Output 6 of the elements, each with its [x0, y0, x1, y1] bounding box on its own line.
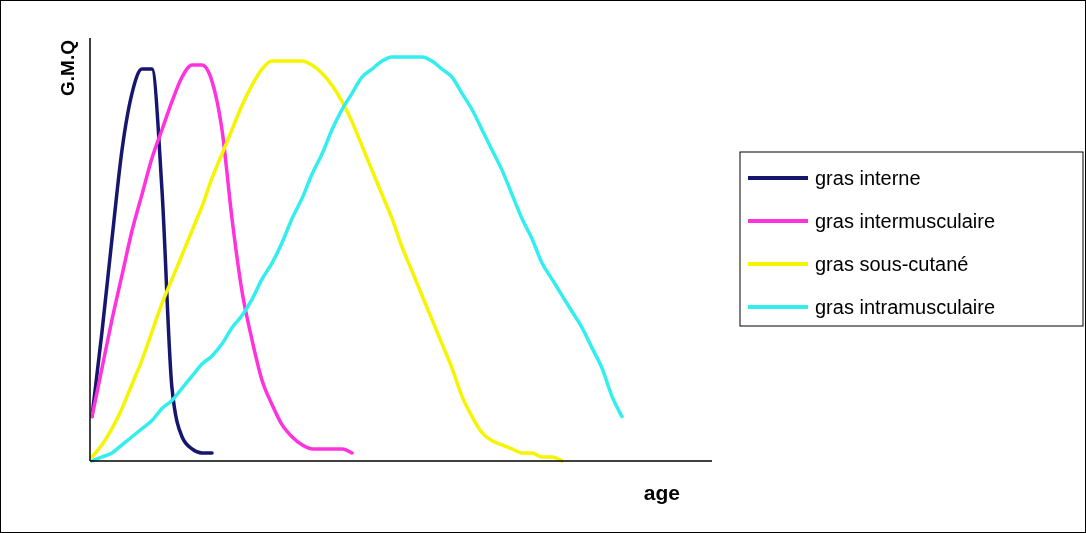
- legend-label: gras sous-cutané: [815, 253, 969, 275]
- legend-label: gras intramusculaire: [815, 296, 996, 318]
- y-axis-title: G.M.Q: [57, 40, 78, 96]
- legend-label: gras interne: [815, 167, 921, 189]
- legend-label: gras intermusculaire: [815, 210, 996, 232]
- x-axis-title: age: [643, 481, 680, 504]
